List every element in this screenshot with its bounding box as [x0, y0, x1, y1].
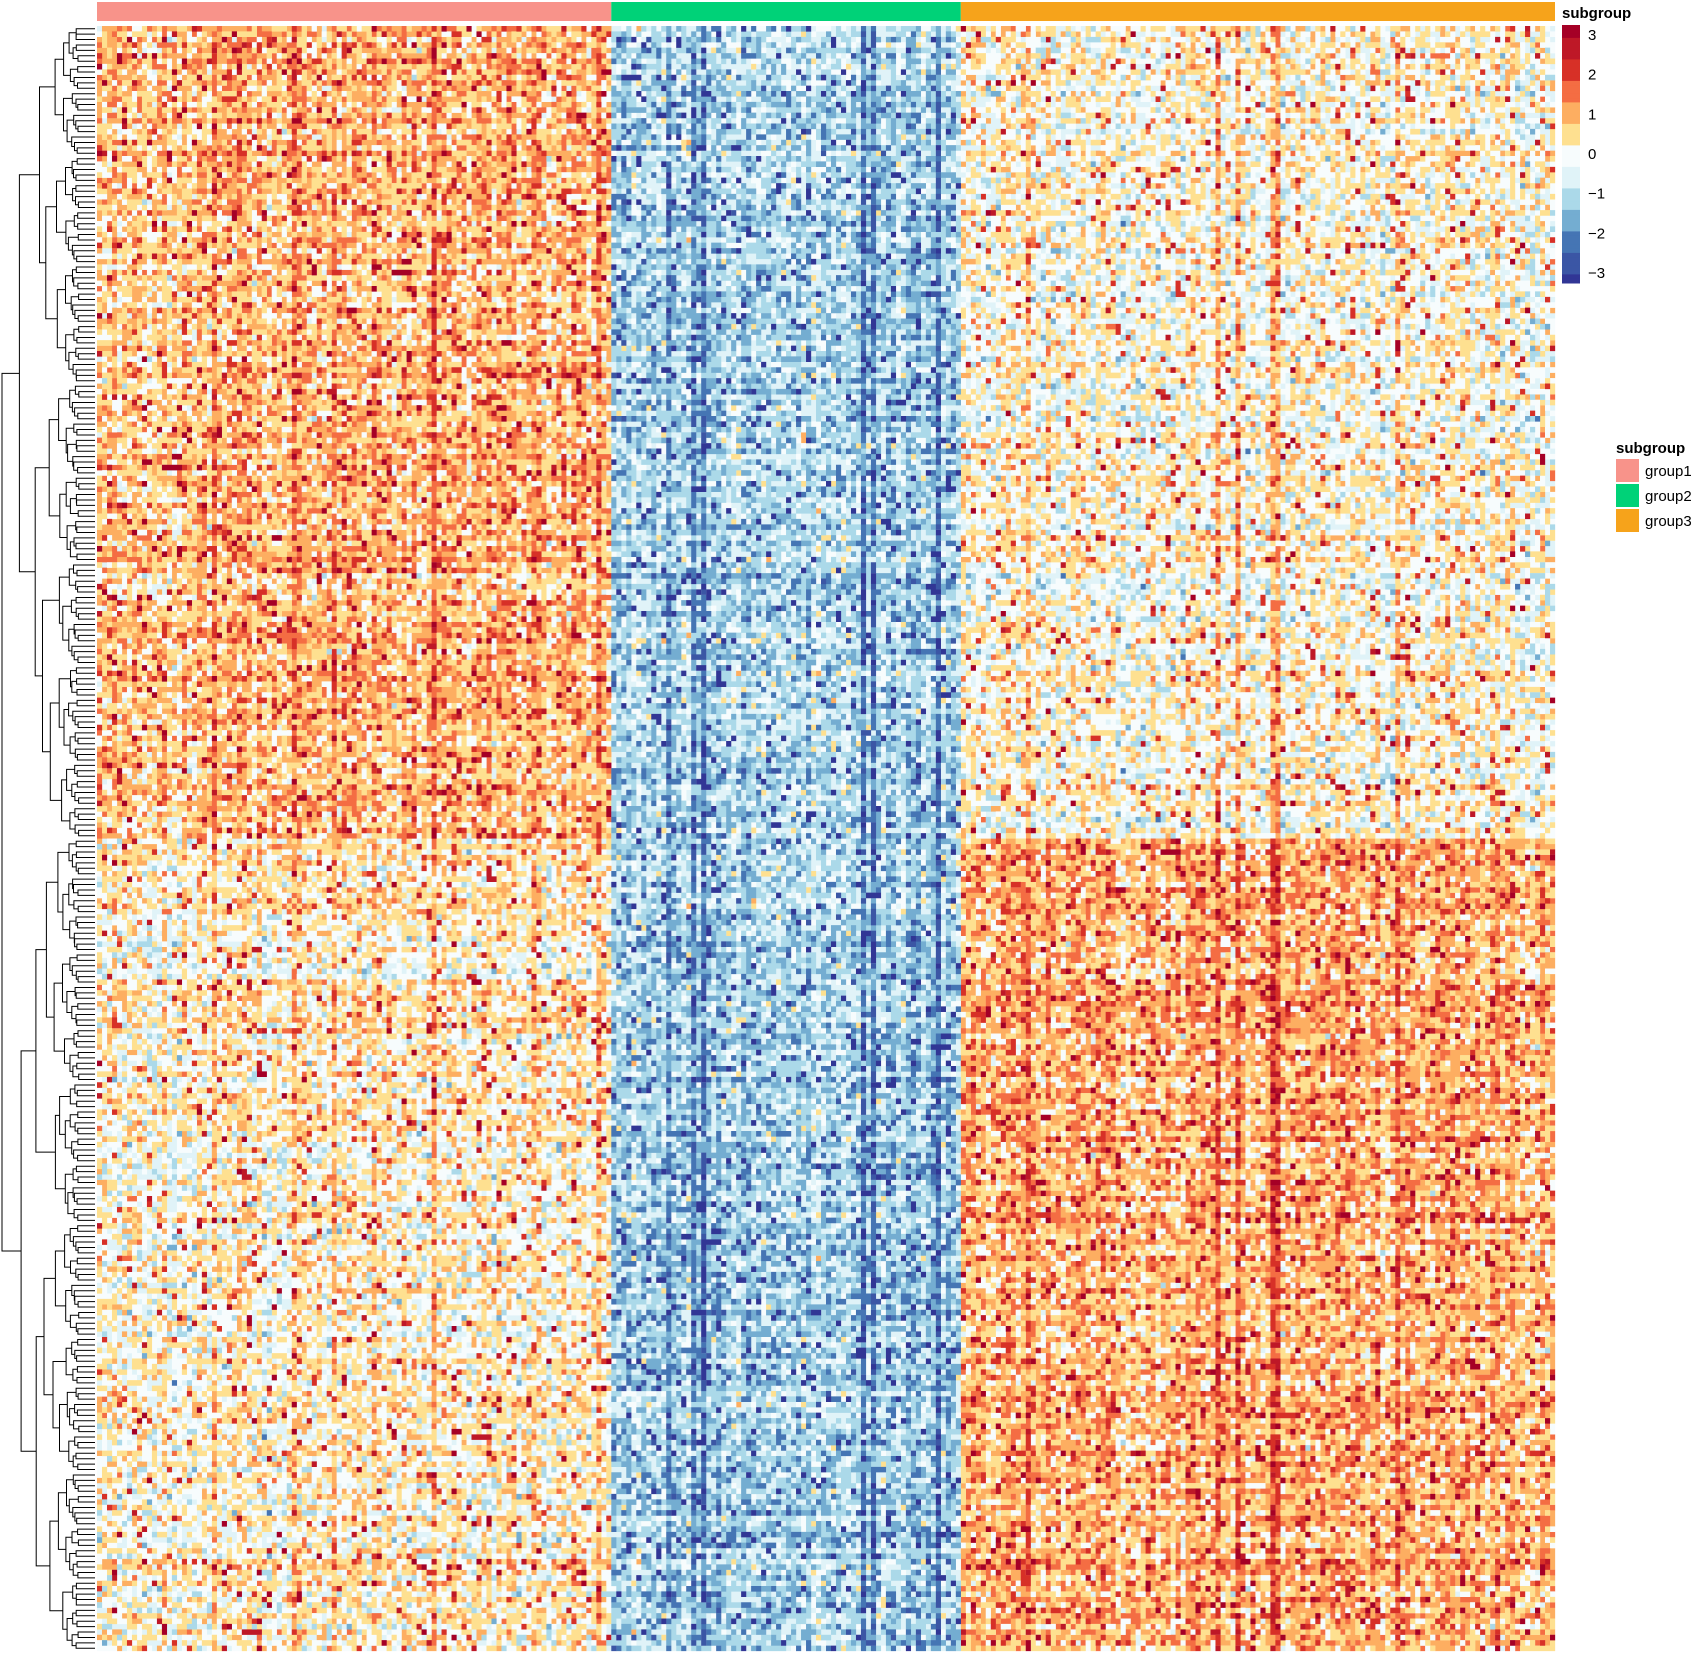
legend-label-group2: group2 [1645, 488, 1692, 505]
color-scale-swatch [1562, 171, 1580, 176]
color-scale-swatch [1562, 222, 1580, 228]
color-scale-swatch [1562, 33, 1580, 39]
color-scale-swatch [1562, 76, 1580, 82]
color-scale-swatch [1562, 119, 1580, 125]
color-scale-swatch [1562, 162, 1580, 168]
color-scale-swatch [1562, 149, 1580, 155]
subgroup-legend-title: subgroup [1616, 440, 1685, 457]
color-scale-title: subgroup [1562, 5, 1631, 22]
color-scale-swatch [1562, 252, 1580, 258]
legend-swatch-group3 [1616, 509, 1639, 532]
color-scale-swatch [1562, 89, 1580, 95]
heatmap-cell-group [97, 26, 1551, 1652]
color-scale-tick-label: 3 [1588, 27, 1596, 44]
color-scale-swatch [1562, 132, 1580, 138]
heatmap-cell-group [611, 31, 961, 1652]
legend-label-group1: group1 [1645, 463, 1692, 480]
color-scale-swatch [1562, 42, 1580, 47]
color-scale-swatch [1562, 154, 1580, 159]
color-scale-swatch [1562, 205, 1580, 211]
color-scale-swatch [1562, 166, 1580, 172]
color-scale-swatch [1562, 106, 1580, 112]
color-scale-swatch [1562, 80, 1580, 86]
color-scale-swatch [1562, 184, 1580, 189]
color-scale-swatch [1562, 37, 1580, 43]
color-scale-swatch [1562, 244, 1580, 250]
color-scale-swatch [1562, 141, 1580, 146]
color-scale-swatch [1562, 248, 1580, 254]
color-scale-swatch [1562, 136, 1580, 142]
column-annotation-bar [97, 2, 1555, 21]
color-scale-swatch [1562, 209, 1580, 215]
color-scale-swatch [1562, 201, 1580, 207]
color-scale-tick-label: −2 [1588, 225, 1605, 242]
legend-swatch-group2 [1616, 484, 1639, 507]
color-scale-swatch [1562, 218, 1580, 224]
color-scale-legend: subgroup 3 2 1 0 −1 −2 −3 [1562, 5, 1631, 284]
annotation-group3 [960, 2, 1555, 21]
color-scale-swatch [1562, 128, 1580, 133]
color-scale-swatch [1562, 197, 1580, 202]
color-scale-swatch [1562, 261, 1580, 267]
color-scale-swatch [1562, 93, 1580, 99]
color-scale-swatch [1562, 123, 1580, 129]
color-scale-swatch [1562, 145, 1580, 151]
color-scale-swatch [1562, 63, 1580, 69]
heatmap-cells [97, 26, 1556, 1652]
color-scale-swatch [1562, 68, 1580, 73]
color-scale-swatch [1562, 270, 1580, 275]
color-scale-swatch [1562, 158, 1580, 164]
color-scale-swatch [1562, 175, 1580, 181]
color-scale-swatch [1562, 46, 1580, 52]
color-scale-tick-label: 2 [1588, 67, 1596, 84]
color-scale-swatch [1562, 98, 1580, 103]
color-scale-swatch [1562, 265, 1580, 271]
color-scale-swatch [1562, 257, 1580, 262]
color-scale-swatch [1562, 29, 1580, 35]
color-scale-swatch [1562, 59, 1580, 65]
annotation-group2 [611, 2, 961, 21]
dendrogram-branches [1, 28, 95, 1649]
color-scale-tick-label: 1 [1588, 106, 1596, 123]
color-scale-swatch [1562, 214, 1580, 219]
color-scale-swatch [1562, 55, 1580, 60]
heatmap-cell-group [171, 26, 1541, 1652]
color-scale-swatch [1562, 278, 1580, 284]
row-dendrogram [1, 28, 95, 1649]
color-scale-swatch [1562, 85, 1580, 90]
color-scale-swatch [1562, 227, 1580, 232]
color-scale-tick-label: −1 [1588, 186, 1605, 203]
color-scale-swatch [1562, 188, 1580, 194]
annotation-group1 [97, 2, 612, 21]
color-scale-swatch [1562, 274, 1580, 280]
color-scale-swatch [1562, 72, 1580, 78]
color-scale-swatch [1562, 115, 1580, 121]
color-scale-swatch [1562, 111, 1580, 116]
color-scale-swatch [1562, 231, 1580, 237]
subgroup-legend: subgroup group1 group2 group3 [1616, 440, 1692, 532]
color-scale-swatch [1562, 50, 1580, 56]
color-scale-swatch [1562, 102, 1580, 108]
color-scale-swatch [1562, 179, 1580, 185]
color-scale-swatch [1562, 25, 1580, 30]
legend-label-group3: group3 [1645, 513, 1692, 530]
color-scale-tick-label: 0 [1588, 146, 1596, 163]
legend-swatch-group1 [1616, 459, 1639, 482]
color-scale-tick-label: −3 [1588, 265, 1605, 282]
color-scale-swatch [1562, 240, 1580, 245]
color-scale-swatch [1562, 235, 1580, 241]
heatmap-cell-group [97, 26, 1556, 1652]
color-scale-swatch [1562, 192, 1580, 198]
